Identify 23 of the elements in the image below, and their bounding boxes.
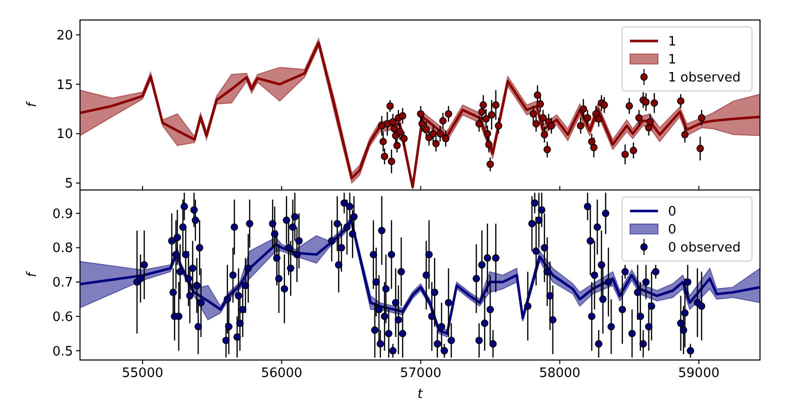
- x-tick-label: 55000: [122, 366, 164, 381]
- y-tick-label: 0.7: [52, 276, 73, 291]
- y-tick-label: 0.6: [52, 310, 73, 325]
- x-tick-label: 58000: [539, 366, 580, 381]
- text: 0: [668, 204, 676, 220]
- y-tick-label: 10: [56, 127, 73, 142]
- x-tick-label: 56000: [260, 366, 302, 381]
- x-tick-label: 57000: [400, 366, 442, 381]
- legend-label: 0 observed: [668, 240, 741, 256]
- y-tick-label: 15: [56, 78, 73, 93]
- y-tick-label: 0.9: [52, 206, 73, 222]
- y-tick-label: 5: [64, 176, 73, 192]
- x-tick-label: 59000: [678, 366, 720, 381]
- y-axis-title: f: [25, 100, 40, 108]
- legend-label: 0: [668, 222, 676, 238]
- legend-label: 1 observed: [668, 70, 741, 86]
- legend-label: 1: [668, 34, 676, 50]
- y-tick-label: 0.8: [52, 241, 73, 256]
- y-tick-label: 0.5: [52, 344, 73, 360]
- y-axis-title: f: [25, 270, 40, 278]
- y-tick-label: 20: [56, 28, 73, 44]
- x-axis-title: t: [417, 387, 424, 400]
- text: 1: [668, 52, 676, 68]
